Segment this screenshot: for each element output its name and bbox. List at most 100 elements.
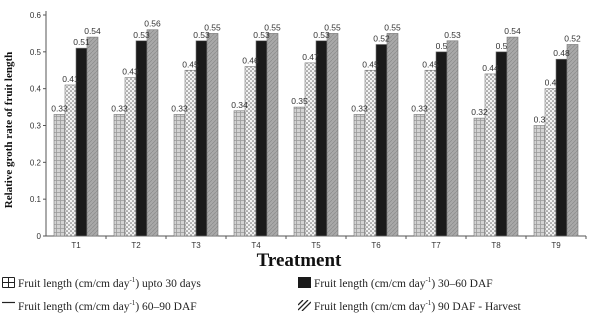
legend-item-90-daf-harvest: Fruit length (cm/cm day-1) 90 DAF - Harv… bbox=[298, 299, 521, 313]
data-label: 0.44 bbox=[482, 63, 499, 73]
data-label: 0.45 bbox=[362, 59, 379, 69]
bar bbox=[304, 62, 317, 237]
bar bbox=[173, 114, 186, 237]
bar bbox=[353, 114, 366, 237]
bar bbox=[233, 110, 246, 237]
bar bbox=[184, 69, 197, 237]
data-label: 0.55 bbox=[204, 22, 221, 32]
data-label: 0.5 bbox=[436, 41, 448, 51]
legend-item-60-90-daf: Fruit length (cm/cm day-1) 60–90 DAF bbox=[2, 299, 197, 313]
data-label: 0.55 bbox=[264, 22, 281, 32]
data-label: 0.53 bbox=[133, 30, 150, 40]
bar bbox=[566, 44, 579, 237]
bar bbox=[544, 88, 557, 237]
y-tick-label: 0.4 bbox=[30, 85, 42, 94]
bar bbox=[315, 40, 328, 237]
x-tick-label: T6 bbox=[371, 241, 381, 250]
bar bbox=[266, 33, 279, 237]
bar bbox=[424, 69, 437, 237]
bar bbox=[293, 106, 306, 237]
data-label: 0.45 bbox=[182, 59, 199, 69]
bar bbox=[495, 51, 508, 237]
x-tick-label: T1 bbox=[71, 241, 81, 250]
data-label: 0.47 bbox=[302, 52, 319, 62]
data-label: 0.54 bbox=[84, 26, 101, 36]
x-tick-label: T9 bbox=[551, 241, 561, 250]
solid-black-swatch-icon bbox=[298, 277, 311, 289]
x-tick-label: T4 bbox=[251, 241, 261, 250]
bar bbox=[364, 69, 377, 237]
data-label: 0.55 bbox=[324, 22, 341, 32]
bar bbox=[326, 33, 339, 237]
bar bbox=[473, 117, 486, 237]
data-label: 0.52 bbox=[564, 33, 581, 43]
bar bbox=[124, 77, 137, 237]
bar bbox=[53, 114, 66, 237]
legend-label: Fruit length (cm/cm day-1) 90 DAF - Harv… bbox=[314, 299, 521, 313]
bar bbox=[413, 114, 426, 237]
data-label: 0.53 bbox=[193, 30, 210, 40]
data-label: 0.3 bbox=[534, 115, 546, 125]
bars bbox=[53, 29, 579, 237]
data-label: 0.4 bbox=[545, 78, 557, 88]
bar bbox=[484, 73, 497, 237]
data-label: 0.5 bbox=[496, 41, 508, 51]
y-tick-label: 0 bbox=[37, 232, 42, 241]
data-label: 0.43 bbox=[122, 67, 139, 77]
bar bbox=[146, 29, 159, 237]
x-tick-label: T7 bbox=[431, 241, 441, 250]
bar bbox=[206, 33, 219, 237]
y-axis-label: Relative groth rate of fruit length bbox=[3, 52, 15, 209]
data-label: 0.51 bbox=[73, 37, 90, 47]
hatch-swatch-icon bbox=[298, 300, 311, 312]
bar bbox=[195, 40, 208, 237]
data-label: 0.53 bbox=[313, 30, 330, 40]
data-label: 0.34 bbox=[231, 100, 248, 110]
data-label: 0.35 bbox=[291, 96, 308, 106]
y-tick-label: 0.3 bbox=[30, 122, 42, 131]
legend: Fruit length (cm/cm day-1) upto 30 days … bbox=[2, 274, 592, 324]
bar bbox=[244, 66, 257, 237]
bar bbox=[255, 40, 268, 237]
data-label: 0.53 bbox=[253, 30, 270, 40]
data-labels: 0.330.410.510.540.330.430.530.560.330.45… bbox=[51, 19, 581, 125]
x-axis-label: Treatment bbox=[257, 250, 342, 271]
data-label: 0.41 bbox=[62, 74, 79, 84]
x-tick-label: T8 bbox=[491, 241, 501, 250]
bar bbox=[555, 58, 568, 237]
y-tick-label: 0.5 bbox=[30, 48, 42, 57]
bar bbox=[446, 40, 459, 237]
y-tick-label: 0.1 bbox=[30, 195, 42, 204]
y-tick-label: 0.6 bbox=[30, 11, 42, 20]
data-label: 0.52 bbox=[373, 33, 390, 43]
bar bbox=[533, 125, 546, 237]
grid-pattern-swatch-icon bbox=[2, 277, 15, 289]
data-label: 0.33 bbox=[411, 103, 428, 113]
legend-label: Fruit length (cm/cm day-1) 30–60 DAF bbox=[314, 276, 493, 290]
data-label: 0.33 bbox=[171, 103, 188, 113]
bar bbox=[375, 44, 388, 237]
data-label: 0.32 bbox=[471, 107, 488, 117]
bar bbox=[386, 33, 399, 237]
bar bbox=[113, 114, 126, 237]
data-label: 0.46 bbox=[242, 56, 259, 66]
legend-label: Fruit length (cm/cm day-1) upto 30 days bbox=[18, 276, 201, 290]
bar bbox=[86, 36, 99, 237]
data-label: 0.33 bbox=[51, 103, 68, 113]
legend-label: Fruit length (cm/cm day-1) 60–90 DAF bbox=[18, 299, 197, 313]
x-tick-label: T3 bbox=[191, 241, 201, 250]
line-swatch-icon bbox=[2, 302, 15, 304]
data-label: 0.48 bbox=[553, 48, 570, 58]
data-label: 0.33 bbox=[351, 103, 368, 113]
x-tick-label: T2 bbox=[131, 241, 141, 250]
data-label: 0.53 bbox=[444, 30, 461, 40]
data-label: 0.56 bbox=[144, 19, 161, 29]
data-label: 0.33 bbox=[111, 103, 128, 113]
legend-item-upto-30-days: Fruit length (cm/cm day-1) upto 30 days bbox=[2, 276, 201, 290]
data-label: 0.54 bbox=[504, 26, 521, 36]
bar bbox=[506, 36, 519, 237]
legend-item-30-60-daf: Fruit length (cm/cm day-1) 30–60 DAF bbox=[298, 276, 493, 290]
data-label: 0.55 bbox=[384, 22, 401, 32]
y-tick-label: 0.2 bbox=[30, 158, 42, 167]
data-label: 0.45 bbox=[422, 59, 439, 69]
